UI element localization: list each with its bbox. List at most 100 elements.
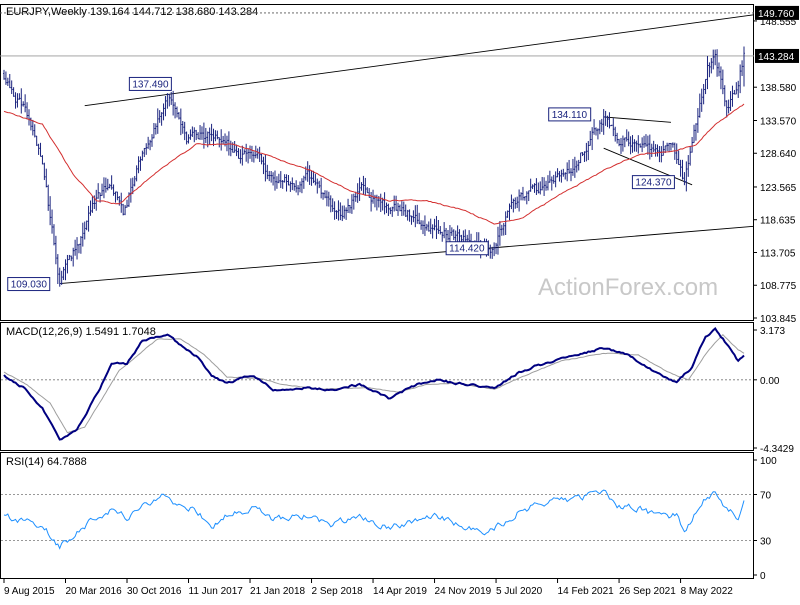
- candle: [285, 174, 288, 192]
- candle: [523, 196, 526, 201]
- candle: [723, 85, 726, 107]
- candle: [743, 46, 745, 87]
- candle: [320, 177, 323, 199]
- time-tick-label: 26 Sep 2021: [619, 586, 676, 597]
- candle: [454, 230, 457, 242]
- price-annotation-label: 134.110: [552, 110, 588, 121]
- candle: [687, 155, 690, 177]
- candle: [652, 140, 655, 153]
- candle: [241, 145, 244, 166]
- candle: [689, 146, 692, 166]
- candle: [641, 137, 644, 153]
- moving-average-series: [3, 103, 745, 225]
- candle: [514, 197, 517, 209]
- candle: [341, 205, 344, 222]
- candle: [637, 135, 640, 154]
- candle: [74, 239, 77, 256]
- candle: [425, 223, 428, 231]
- candle: [729, 91, 732, 111]
- candle: [533, 183, 536, 193]
- candle: [681, 159, 684, 180]
- candle: [62, 266, 65, 281]
- candle: [204, 127, 207, 144]
- candle: [714, 49, 717, 66]
- macd-line: [3, 326, 745, 441]
- candle: [537, 182, 540, 194]
- candle: [103, 177, 105, 199]
- lower-channel-line: [59, 225, 754, 284]
- candle: [283, 174, 286, 183]
- candle: [293, 183, 296, 191]
- candle: [439, 226, 442, 235]
- candle: [510, 194, 513, 210]
- time-tick-label: 20 Mar 2016: [66, 586, 123, 597]
- candle: [625, 129, 628, 142]
- wedge-upper-line: [603, 116, 671, 123]
- price-panel-frame: [0, 4, 754, 321]
- candle: [112, 184, 115, 196]
- candle: [249, 145, 251, 159]
- candle: [662, 140, 665, 156]
- candle: [402, 201, 405, 216]
- candle: [725, 100, 728, 118]
- candle: [560, 169, 563, 183]
- candle: [54, 235, 57, 265]
- time-tick-label: 9 Aug 2015: [4, 586, 55, 597]
- price-tick-label: 103.845: [760, 314, 797, 325]
- candle: [731, 85, 734, 107]
- candle: [252, 151, 255, 163]
- candle: [18, 93, 21, 100]
- rsi-panel-title: RSI(14) 64.7888: [6, 456, 87, 468]
- candle: [41, 155, 44, 165]
- candle: [562, 168, 565, 177]
- candle: [147, 136, 150, 149]
- candle: [83, 221, 86, 240]
- candle: [316, 178, 319, 194]
- candle: [51, 209, 53, 234]
- candle: [631, 135, 634, 153]
- candle: [76, 237, 78, 260]
- candle: [645, 134, 647, 147]
- candle: [591, 127, 594, 151]
- candle: [733, 89, 736, 95]
- candle: [101, 183, 103, 196]
- candle: [508, 203, 511, 221]
- moving-average-line: [3, 103, 745, 225]
- candle: [604, 110, 607, 126]
- candle: [156, 108, 159, 134]
- rsi-level-lines: [1, 494, 753, 541]
- candle: [237, 148, 240, 159]
- candle: [104, 177, 107, 193]
- candle: [5, 71, 7, 85]
- candle: [646, 135, 649, 155]
- rsi-tick-label: 100: [760, 456, 777, 467]
- candle: [89, 200, 92, 216]
- candle: [600, 118, 603, 132]
- candle: [597, 128, 599, 140]
- candle: [329, 195, 332, 213]
- candle: [589, 130, 592, 146]
- macd-tick-label: -4.3429: [760, 444, 794, 455]
- candle: [572, 158, 574, 176]
- candle: [433, 218, 436, 231]
- candle: [639, 143, 642, 148]
- candle: [441, 231, 444, 242]
- candle: [218, 137, 221, 148]
- candle: [164, 96, 167, 117]
- candle: [233, 140, 236, 153]
- candle: [64, 259, 67, 281]
- candle: [506, 210, 509, 218]
- candle: [78, 243, 80, 254]
- candle: [545, 180, 547, 191]
- candle: [264, 154, 267, 182]
- candle: [696, 108, 699, 133]
- candle: [26, 102, 28, 120]
- candle: [720, 66, 722, 90]
- candle: [620, 137, 622, 154]
- candle: [410, 215, 413, 225]
- price-panel-title: EURJPY,Weekly 139.164 144.712 138.680 14…: [6, 6, 258, 18]
- candle: [525, 191, 528, 205]
- candle: [587, 141, 590, 161]
- time-tick-label: 30 Oct 2016: [127, 586, 182, 597]
